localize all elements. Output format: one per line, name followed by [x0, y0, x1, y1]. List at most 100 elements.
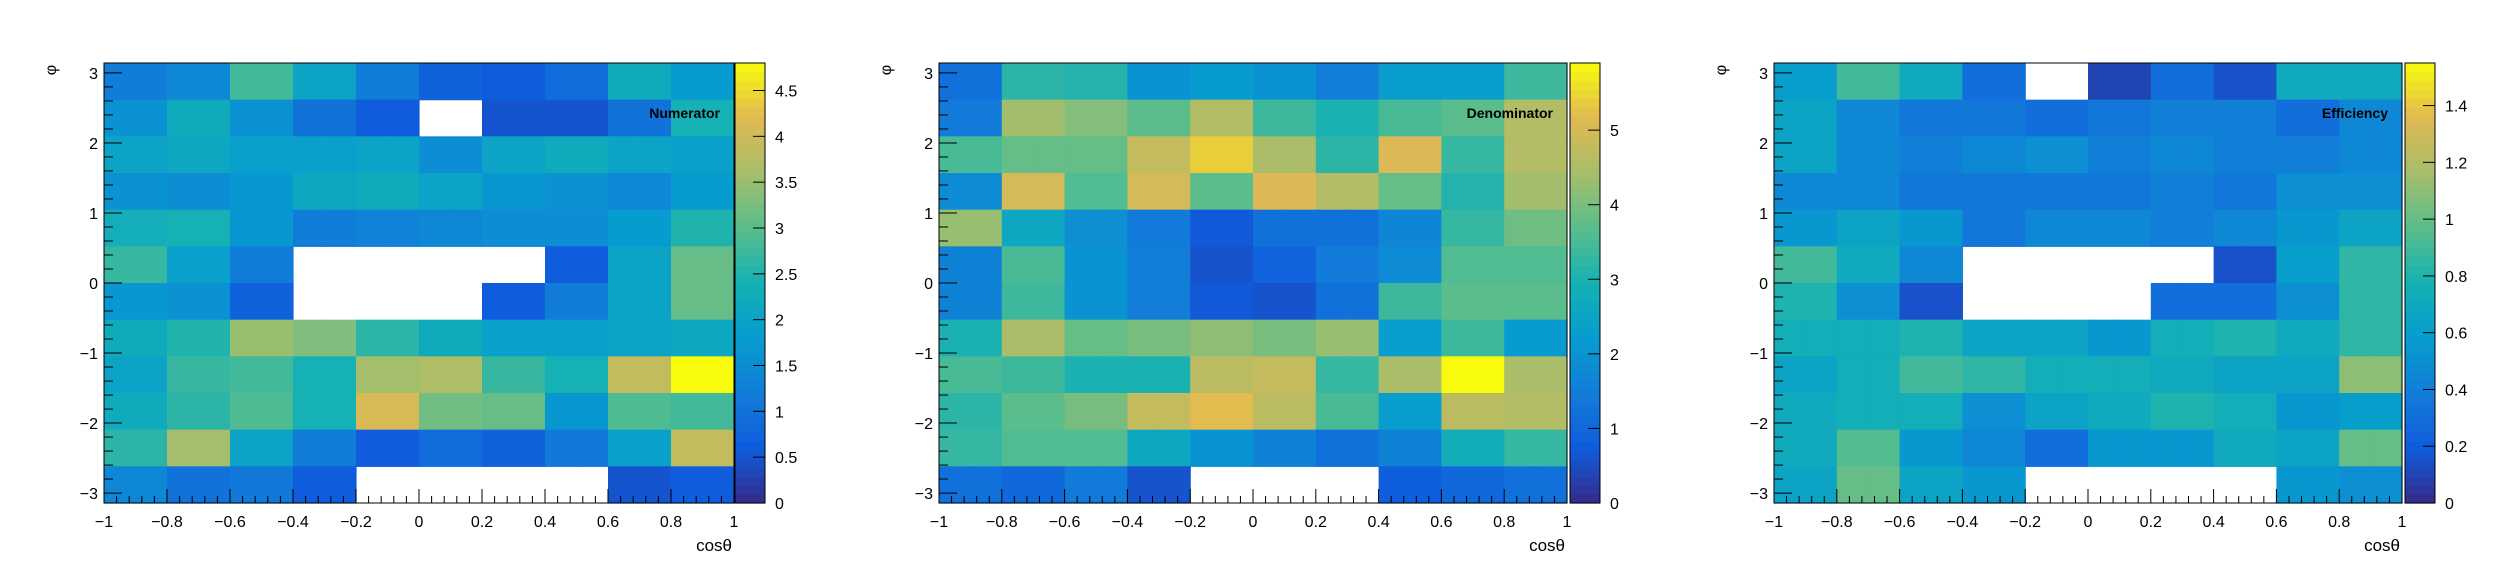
heatmap-cell [2245, 393, 2277, 431]
heatmap-cell [1805, 393, 1838, 431]
heatmap-cell [1001, 393, 1034, 431]
z-tick-label: 0.4 [2445, 382, 2467, 399]
heatmap-cell [1127, 63, 1160, 101]
heatmap-cell [261, 429, 294, 467]
heatmap-cell [1190, 393, 1223, 431]
heatmap-cell [1347, 283, 1380, 321]
palette-band [2405, 406, 2435, 416]
palette-band [735, 230, 765, 240]
palette-band [1570, 195, 1600, 205]
heatmap-cell [2025, 209, 2058, 247]
palette-band [735, 89, 765, 99]
heatmap-cell [1378, 429, 1411, 467]
palette-band [735, 212, 765, 222]
heatmap-cell [608, 393, 641, 431]
heatmap-cell [939, 356, 971, 394]
heatmap-cell [1033, 63, 1066, 101]
heatmap-cell [261, 246, 294, 284]
heatmap-cell [2213, 356, 2246, 394]
heatmap-cell [261, 283, 294, 321]
heatmap-cell [1158, 283, 1191, 321]
heatmap-cell [1868, 393, 1901, 431]
heatmap-cell [2307, 136, 2340, 174]
heatmap-cell [545, 209, 578, 247]
heatmap-cell [104, 429, 137, 467]
x-tick-label: 0.8 [2328, 514, 2350, 531]
heatmap-cell [230, 429, 263, 467]
z-tick-label: 1.4 [2445, 99, 2467, 116]
heatmap-cell [1001, 283, 1034, 321]
heatmap-cell [1221, 283, 1254, 321]
heatmap-cell [2276, 63, 2309, 101]
heatmap-cell [1158, 209, 1191, 247]
heatmap-cell [576, 283, 609, 321]
y-axis: −3 −2 −1 0 1 2 3 [1750, 66, 1792, 503]
y-axis-label: φ [1713, 65, 1730, 75]
heatmap-cell [2056, 136, 2089, 174]
heatmap-cell [1441, 393, 1474, 431]
heatmap-cell [2245, 283, 2277, 321]
heatmap-cell [1962, 136, 1995, 174]
heatmap-cell [2088, 173, 2120, 211]
palette-band [2405, 415, 2435, 425]
heatmap-cell [1064, 466, 1097, 504]
heatmap-cell [1190, 429, 1223, 467]
palette-band [1570, 344, 1600, 354]
heatmap-cell [1868, 319, 1901, 357]
heatmap-cell [1033, 173, 1066, 211]
y-tick-label: −2 [915, 416, 933, 433]
x-tick-label: 1 [730, 514, 739, 531]
heatmap-cell [135, 173, 168, 211]
heatmap-cell [939, 173, 971, 211]
palette-band [735, 98, 765, 108]
palette-band [735, 300, 765, 310]
palette-band [1570, 476, 1600, 486]
palette-band [735, 476, 765, 486]
heatmap-cell [1805, 283, 1838, 321]
palette-band [1570, 133, 1600, 143]
heatmap-cell [1127, 319, 1160, 357]
heatmap-cell [1284, 429, 1317, 467]
heatmap-cell [1441, 356, 1474, 394]
heatmap-cell [167, 99, 200, 137]
palette-band [1570, 485, 1600, 495]
heatmap-cell [2119, 173, 2152, 211]
palette-band [1570, 283, 1600, 293]
heatmap-cell [2213, 173, 2246, 211]
heatmap-cell [1064, 393, 1097, 431]
heatmap-cell [198, 429, 231, 467]
heatmap-cell [1774, 393, 1806, 431]
heatmap-cell [2056, 209, 2089, 247]
heatmap-cell [1868, 466, 1901, 504]
heatmap-cell [576, 99, 609, 137]
palette-band [2405, 186, 2435, 196]
y-axis: −3 −2 −1 0 1 2 3 [80, 66, 122, 503]
heatmap-cell [1253, 209, 1285, 247]
heatmap-cell [1378, 393, 1411, 431]
heatmap-cell [1836, 99, 1869, 137]
z-tick-label: 2 [775, 313, 784, 330]
heatmap-cell [1410, 393, 1442, 431]
z-tick-label: 4 [775, 129, 784, 146]
heatmap-cell [702, 283, 735, 321]
z-tick-label: 5 [1610, 123, 1619, 140]
y-tick-label: −2 [1750, 416, 1768, 433]
heatmap-cell [1472, 393, 1505, 431]
x-tick-label: −0.2 [340, 514, 372, 531]
heatmap-cell [513, 173, 546, 211]
palette-band [735, 63, 765, 73]
heatmap-cell [1441, 283, 1474, 321]
heatmap-cell [324, 466, 357, 504]
heatmap-cell [1805, 429, 1838, 467]
x-tick-label: 0.6 [2265, 514, 2287, 531]
heatmap-cell [1001, 136, 1034, 174]
heatmap-cell [2339, 136, 2372, 174]
heatmap-cell [545, 356, 578, 394]
z-tick-label: 0.2 [2445, 439, 2467, 456]
heatmap-cell [545, 246, 578, 284]
palette-band [1570, 388, 1600, 398]
heatmap-cell [1315, 429, 1348, 467]
heatmap-cell [2276, 429, 2309, 467]
palette-band [735, 494, 765, 504]
heatmap-cell [1064, 63, 1097, 101]
